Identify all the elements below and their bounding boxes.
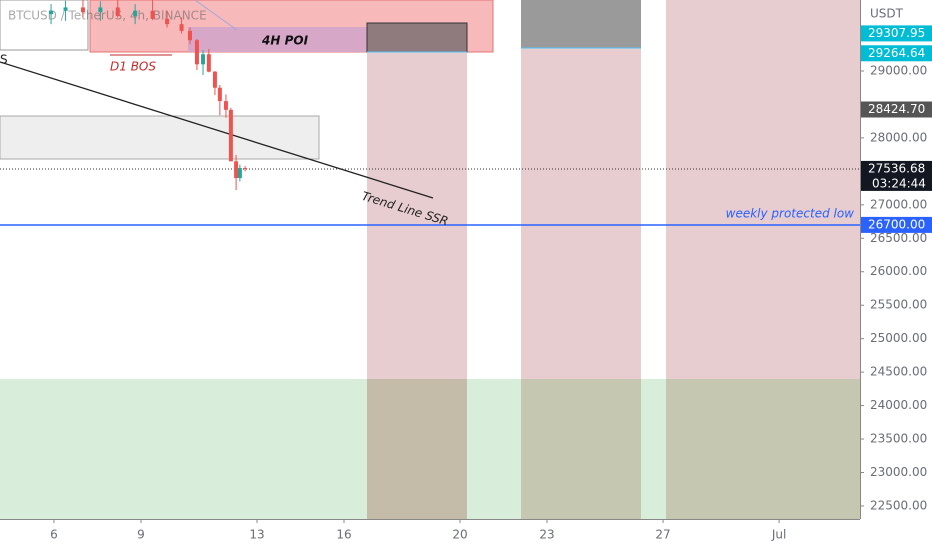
y-tick-label: 23500.00 [870, 432, 927, 446]
price-tag [861, 160, 932, 191]
candle-body [194, 40, 199, 65]
low-label: weekly protected low [726, 207, 855, 221]
price-tag-label: 27536.68 [868, 161, 925, 175]
candle-body [187, 30, 192, 41]
range-box [0, 115, 320, 160]
x-tick-label: Jul [771, 528, 786, 542]
price-tag-label: 28424.70 [868, 102, 925, 116]
candle-body [237, 168, 242, 179]
time-zone [367, 52, 467, 379]
candle-body [98, 7, 103, 13]
y-tick-label: 29000.00 [870, 63, 927, 77]
y-tick-label: 26500.00 [870, 231, 927, 245]
x-tick-label: 27 [655, 528, 670, 542]
candle-body [165, 18, 170, 25]
y-tick-label: 23000.00 [870, 465, 927, 479]
candle-body [223, 101, 228, 110]
candle-body [150, 10, 155, 19]
price-tag [861, 45, 932, 62]
time-zone-low [521, 379, 641, 519]
x-tick-label: 20 [452, 528, 467, 542]
time-zone-top [521, 0, 641, 48]
candle-body [63, 7, 68, 11]
x-tick-label: 6 [50, 528, 58, 542]
candle-body [206, 54, 211, 72]
symbol-legend: BTCUSD / TetherUS, 4h, BINANCE [8, 9, 207, 23]
countdown-label: 03:24:44 [872, 176, 926, 190]
y-tick-label: 26000.00 [870, 264, 927, 278]
x-tick-label: 13 [249, 528, 264, 542]
candle-body [217, 87, 222, 102]
y-tick-label: 27000.00 [870, 197, 927, 211]
x-tick-label: 9 [137, 528, 145, 542]
overlap-zone [366, 22, 468, 53]
price-tag-label: 29307.95 [868, 26, 925, 40]
price-tag [861, 101, 932, 118]
y-tick-label: 24000.00 [870, 398, 927, 412]
time-zone [521, 48, 641, 379]
bos-label: D1 BOS [110, 60, 156, 74]
price-axis [860, 0, 932, 550]
price-tag-label: 29264.64 [868, 46, 925, 60]
trend-line [0, 61, 434, 199]
y-tick-label: 24500.00 [870, 365, 927, 379]
price-tag [861, 216, 932, 233]
time-zone-low [367, 379, 467, 519]
candle-body [228, 109, 233, 162]
y-tick-label: 28000.00 [870, 130, 927, 144]
s-label: S [0, 53, 8, 67]
y-tick-label: 22500.00 [870, 498, 927, 512]
candle-body [234, 161, 239, 179]
candle-body [80, 7, 85, 13]
poi-zone [188, 27, 385, 52]
price-tag-label: 26700.00 [868, 217, 925, 231]
x-tick-label: 16 [336, 528, 351, 542]
y-tick-label: 25000.00 [870, 331, 927, 345]
time-zone-low [666, 379, 860, 519]
currency-label: USDT [870, 7, 904, 21]
pointer-line [194, 0, 238, 31]
candle-body [201, 54, 206, 65]
y-tick-label: 25500.00 [870, 298, 927, 312]
candle-body [179, 24, 184, 31]
candle-body [212, 71, 217, 88]
time-zone [666, 0, 860, 379]
candle-body [243, 168, 248, 170]
candle-body [133, 10, 138, 17]
poi-label: 4H POI [261, 34, 309, 48]
candle-body [115, 7, 120, 17]
candle-body [49, 10, 54, 15]
legend-box [0, 0, 89, 51]
x-tick-label: 23 [539, 528, 554, 542]
price-tag [861, 25, 932, 42]
